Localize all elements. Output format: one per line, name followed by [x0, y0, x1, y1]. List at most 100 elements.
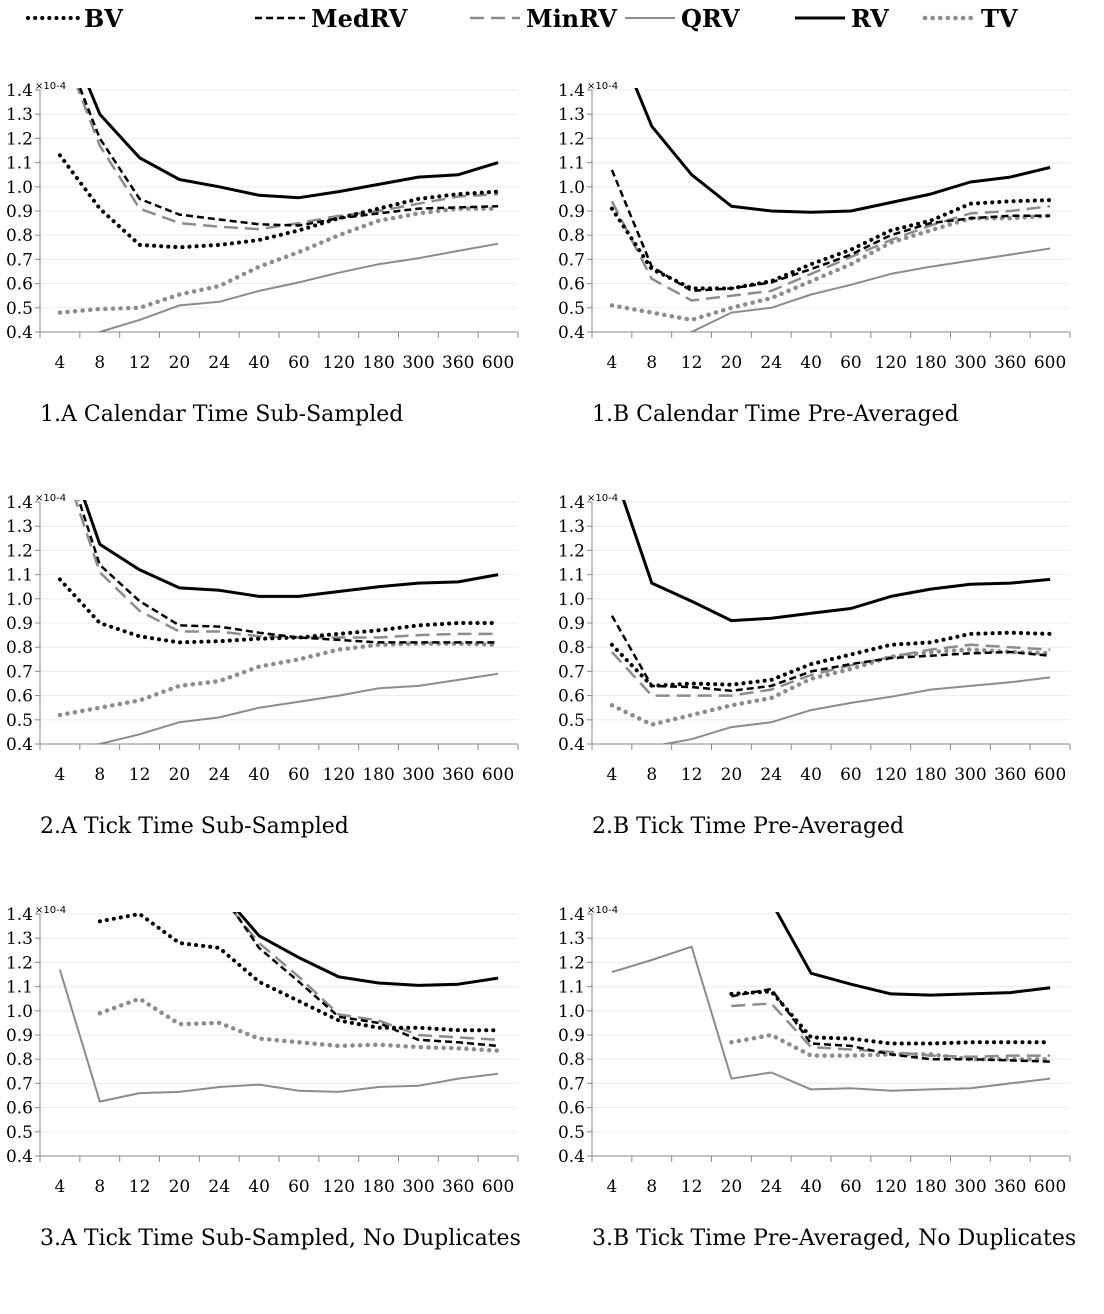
- y-tick-label: 0.9: [558, 202, 585, 222]
- y-tick-label: 0.7: [6, 662, 33, 682]
- y-multiplier-label: ×10-4: [35, 81, 66, 92]
- x-tick-label: 120: [323, 1177, 355, 1197]
- series-qrv: [96, 242, 499, 332]
- y-tick-label: 1.4: [6, 905, 33, 925]
- x-tick-label: 180: [362, 765, 394, 785]
- x-tick-label: 24: [208, 353, 230, 373]
- x-tick-label: 60: [840, 765, 862, 785]
- chart-3b: 0.4 0.5 0.6 0.7 0.8 0.9 1.0 1.1 1.2 1.3 1.4 ×10-4 4 8…: [558, 905, 1071, 1197]
- x-tick-label: 20: [169, 1177, 191, 1197]
- x-tick-label: 360: [442, 353, 474, 373]
- y-tick-label: 1.3: [558, 105, 585, 125]
- x-tick-label: 300: [954, 1177, 986, 1197]
- x-tick-label: 180: [914, 353, 946, 373]
- chart-2a: 0.4 0.5 0.6 0.7 0.8 0.9 1.0 1.1 1.2 1.3 1.4 ×10-4 4 8…: [6, 493, 519, 785]
- series-rv: [634, 88, 1051, 214]
- y-tick-label: 1.2: [6, 953, 33, 973]
- y-tick-label: 1.3: [6, 929, 33, 949]
- series-group: [57, 88, 501, 332]
- series-medrv: [731, 987, 1051, 1063]
- legend-label-minrv: MinRV: [526, 4, 617, 33]
- x-tick-label: 120: [875, 765, 907, 785]
- x-tick-label: 60: [288, 353, 310, 373]
- x-tick-label: 600: [482, 765, 514, 785]
- x-tick-label: 20: [721, 1177, 743, 1197]
- y-multiplier-label: ×10-4: [587, 493, 618, 504]
- x-tick-label: 120: [323, 765, 355, 785]
- x-tick-label: 20: [169, 765, 191, 785]
- panel-1a: 0.4 0.5 0.6 0.7 0.8 0.9 1.0 1.1 1.2 1.3 1.4 ×10-4 4 8…: [0, 80, 552, 490]
- chart-title: 1.A Calendar Time Sub-Sampled: [40, 402, 404, 427]
- y-tick-label: 1.2: [558, 541, 585, 561]
- x-tick-label: 8: [646, 1177, 657, 1197]
- y-tick-label: 0.6: [558, 687, 585, 707]
- series-bv: [57, 577, 501, 645]
- x-tick-label: 300: [402, 1177, 434, 1197]
- y-tick-label: 0.5: [6, 1123, 33, 1143]
- x-tick-label: 24: [208, 1177, 230, 1197]
- x-tick-label: 180: [914, 1177, 946, 1197]
- y-tick-label: 1.1: [558, 566, 585, 586]
- series-tv: [609, 647, 1053, 727]
- y-multiplier-label: ×10-4: [35, 905, 66, 916]
- x-tick-label: 60: [840, 1177, 862, 1197]
- series-qrv: [91, 672, 499, 744]
- y-tick-label: 1.3: [6, 517, 33, 537]
- y-tick-label: 1.1: [6, 978, 33, 998]
- x-tick-label: 12: [681, 353, 703, 373]
- y-tick-label: 0.6: [6, 1099, 33, 1119]
- series-medrv: [77, 500, 499, 644]
- x-tick-label: 600: [1034, 353, 1066, 373]
- x-tick-label: 4: [607, 1177, 618, 1197]
- series-qrv: [58, 969, 499, 1103]
- x-tick-label: 120: [875, 1177, 907, 1197]
- x-tick-label: 600: [482, 353, 514, 373]
- y-tick-label: 0.6: [558, 1099, 585, 1119]
- y-tick-label: 0.4: [6, 1147, 33, 1167]
- series-rv: [236, 912, 499, 987]
- y-tick-label: 1.2: [6, 129, 33, 149]
- x-tick-label: 4: [55, 765, 66, 785]
- y-tick-label: 0.9: [558, 614, 585, 634]
- y-tick-label: 0.6: [6, 275, 33, 295]
- x-tick-label: 12: [129, 353, 151, 373]
- y-tick-label: 0.7: [558, 1074, 585, 1094]
- series-qrv: [659, 676, 1051, 744]
- y-tick-label: 0.5: [558, 299, 585, 319]
- y-tick-label: 0.4: [6, 323, 33, 343]
- x-tick-label: 600: [1034, 1177, 1066, 1197]
- series-rv: [621, 500, 1051, 623]
- y-tick-label: 1.4: [558, 905, 585, 925]
- x-tick-label: 12: [129, 765, 151, 785]
- series-tv: [57, 206, 501, 315]
- x-tick-label: 40: [800, 1177, 822, 1197]
- series-group: [609, 500, 1053, 744]
- x-tick-label: 24: [208, 765, 230, 785]
- series-medrv: [610, 615, 1051, 693]
- chart-1b: 0.4 0.5 0.6 0.7 0.8 0.9 1.0 1.1 1.2 1.3 1.4 ×10-4 4 8…: [558, 81, 1071, 373]
- chart-2b: 0.4 0.5 0.6 0.7 0.8 0.9 1.0 1.1 1.2 1.3 1.4 ×10-4 4 8…: [558, 493, 1071, 785]
- series-tv: [97, 996, 501, 1053]
- x-tick-label: 360: [994, 353, 1026, 373]
- x-tick-label: 60: [288, 1177, 310, 1197]
- series-group: [57, 500, 501, 744]
- x-tick-label: 4: [55, 353, 66, 373]
- chart-title: 3.A Tick Time Sub-Sampled, No Duplicates: [40, 1226, 521, 1251]
- chart-legend: BV MedRV MinRV QRV RV TV: [26, 4, 1018, 33]
- x-tick-label: 12: [681, 765, 703, 785]
- y-tick-label: 0.8: [6, 638, 33, 658]
- y-tick-label: 0.9: [6, 614, 33, 634]
- y-tick-label: 1.1: [6, 154, 33, 174]
- series-minrv: [731, 1002, 1051, 1059]
- series-rv: [87, 88, 499, 200]
- series-tv: [609, 213, 1053, 323]
- x-tick-label: 4: [55, 1177, 66, 1197]
- y-tick-label: 1.0: [6, 178, 33, 198]
- y-tick-label: 0.9: [6, 202, 33, 222]
- y-tick-label: 0.8: [558, 226, 585, 246]
- y-tick-label: 1.3: [6, 105, 33, 125]
- y-tick-label: 1.3: [558, 517, 585, 537]
- x-tick-label: 4: [607, 353, 618, 373]
- series-bv: [57, 153, 501, 250]
- legend-label-bv: BV: [84, 4, 123, 33]
